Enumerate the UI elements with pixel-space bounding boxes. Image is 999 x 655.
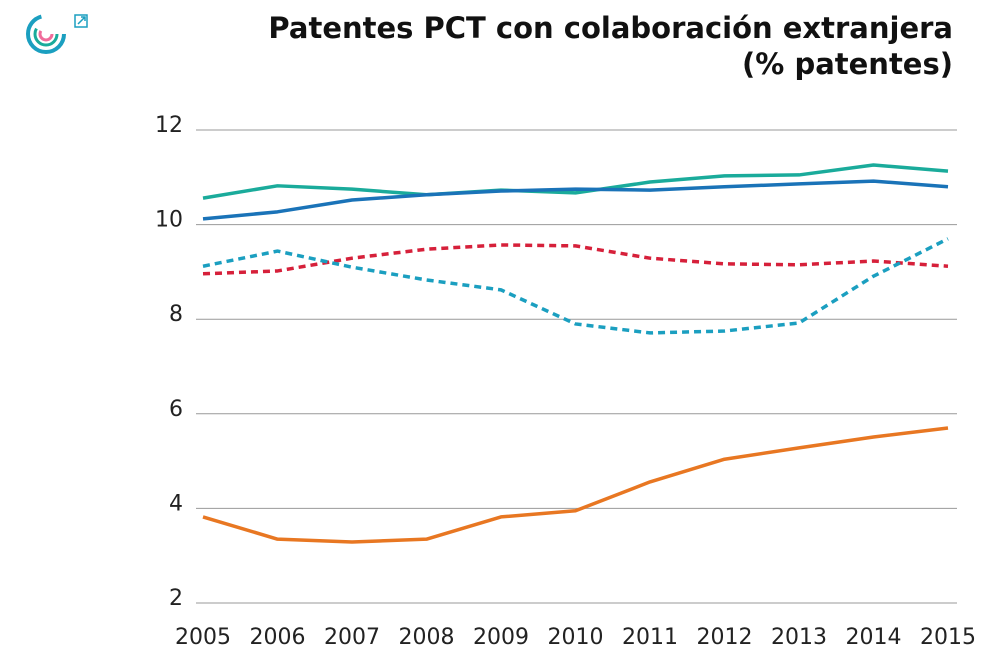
y-tick-label: 8: [169, 302, 183, 327]
y-tick-label: 4: [169, 491, 183, 516]
y-tick-label: 6: [169, 397, 183, 422]
y-tick-label: 2: [169, 586, 183, 611]
x-tick-label: 2007: [324, 625, 380, 650]
series-line: [203, 428, 948, 542]
chart-title: Patentes PCT con colaboración extranjera: [268, 11, 953, 45]
x-tick-label: 2014: [846, 625, 902, 650]
x-tick-label: 2013: [771, 625, 827, 650]
y-tick-label: 12: [155, 113, 183, 138]
x-tick-label: 2008: [399, 625, 455, 650]
logo: [28, 15, 87, 52]
x-tick-label: 2010: [548, 625, 604, 650]
x-tick-label: 2005: [175, 625, 231, 650]
x-tick-label: 2012: [697, 625, 753, 650]
x-tick-label: 2011: [622, 625, 678, 650]
x-tick-label: 2015: [920, 625, 976, 650]
chart-subtitle: (% patentes): [742, 47, 953, 81]
y-tick-label: 10: [155, 208, 183, 233]
x-tick-label: 2009: [473, 625, 529, 650]
x-tick-label: 2006: [250, 625, 306, 650]
